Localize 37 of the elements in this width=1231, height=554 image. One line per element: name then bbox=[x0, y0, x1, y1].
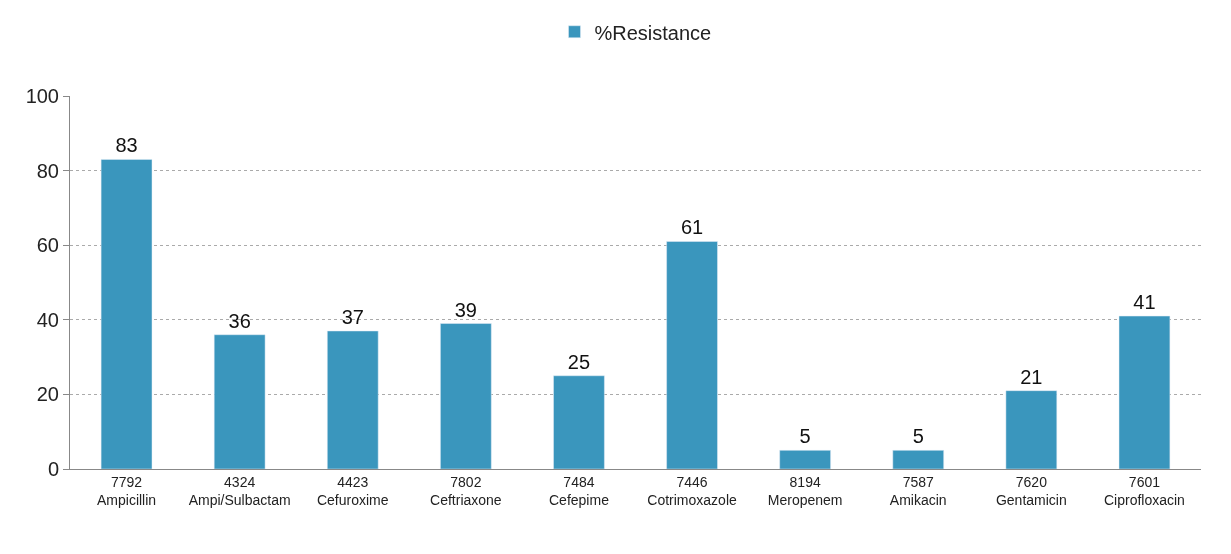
x-tick-label: 7446 Cotrimoxazole bbox=[647, 473, 737, 508]
y-tick-label: 60 bbox=[36, 234, 59, 257]
x-tick-label: 7792 Ampicillin bbox=[96, 473, 157, 508]
data-label: 41 bbox=[1133, 291, 1156, 314]
data-label: 5 bbox=[912, 425, 924, 448]
data-label: 37 bbox=[341, 305, 364, 328]
data-label: 21 bbox=[1020, 365, 1043, 388]
x-tick-label: 4423 Cefuroxime bbox=[316, 473, 389, 508]
bar bbox=[666, 241, 718, 469]
bar bbox=[779, 450, 831, 469]
data-label: 5 bbox=[799, 425, 811, 448]
x-tick-label: 7802 Ceftriaxone bbox=[430, 473, 502, 508]
bar bbox=[213, 334, 266, 469]
legend-label: %Resistance bbox=[594, 21, 712, 44]
y-tick-label: 100 bbox=[25, 85, 59, 107]
x-tick-label: 7601 Ciprofloxacin bbox=[1103, 473, 1185, 508]
bar bbox=[892, 450, 944, 469]
data-label: 39 bbox=[454, 298, 477, 321]
y-tick-label: 0 bbox=[47, 458, 59, 480]
bar bbox=[440, 323, 492, 469]
x-tick-label: 7620 Gentamicin bbox=[995, 473, 1067, 508]
data-label: 25 bbox=[567, 350, 591, 373]
bar bbox=[1118, 315, 1171, 469]
y-tick-label: 80 bbox=[36, 159, 59, 182]
bar bbox=[100, 159, 153, 469]
x-tick-label: 7587 Amikacin bbox=[889, 473, 947, 508]
data-label: 36 bbox=[228, 309, 251, 332]
x-tick-label: 4324 Ampi/Sulbactam bbox=[188, 473, 291, 508]
y-tick-label: 40 bbox=[36, 308, 59, 331]
bar bbox=[1005, 390, 1058, 469]
bar bbox=[553, 375, 605, 469]
x-tick-label: 8194 Meropenem bbox=[767, 473, 843, 508]
bar bbox=[327, 330, 379, 469]
y-tick-label: 20 bbox=[36, 383, 59, 406]
data-label: 83 bbox=[115, 134, 138, 157]
x-tick-label: 7484 Cefepime bbox=[548, 473, 610, 508]
data-label: 61 bbox=[680, 216, 704, 239]
